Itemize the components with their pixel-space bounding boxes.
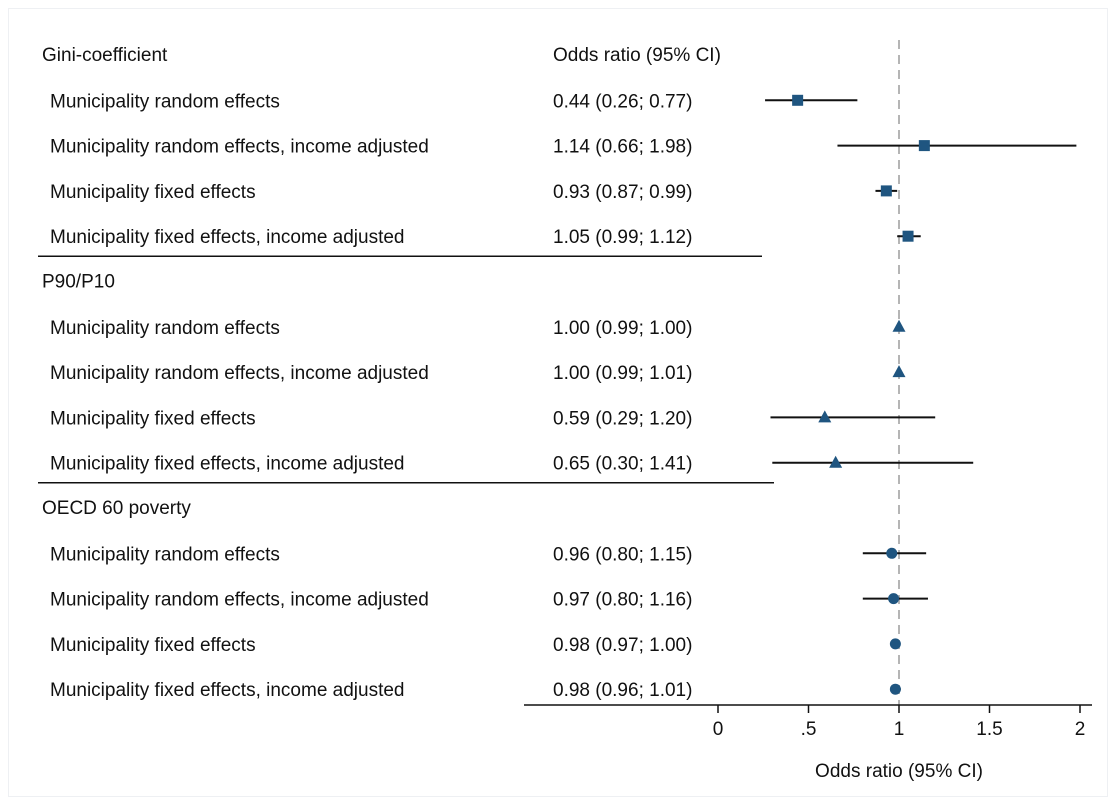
row-value-text: 0.44 (0.26; 0.77) — [553, 91, 692, 112]
row-value-text: 1.05 (0.99; 1.12) — [553, 227, 692, 248]
row-label: Municipality fixed effects, income adjus… — [50, 680, 405, 701]
point-marker-triangle — [892, 319, 906, 332]
point-marker-square — [902, 230, 914, 242]
row-label: Municipality fixed effects — [50, 635, 256, 656]
row-value-text: 0.65 (0.30; 1.41) — [553, 454, 692, 475]
chart-frame — [8, 8, 1108, 797]
row-label: Municipality random effects, income adju… — [50, 137, 429, 158]
row-value-text: 0.98 (0.97; 1.00) — [553, 635, 692, 656]
point-marker-square — [880, 185, 892, 197]
point-marker-circle — [888, 593, 900, 605]
row-label: Municipality random effects, income adju… — [50, 363, 429, 384]
row-value-text: 0.93 (0.87; 0.99) — [553, 182, 692, 203]
point-marker-square — [792, 94, 804, 106]
point-marker-circle — [889, 683, 901, 695]
x-tick-label: 2 — [1075, 719, 1086, 740]
point-marker-square — [918, 140, 930, 152]
row-label: Municipality fixed effects, income adjus… — [50, 227, 405, 248]
row-value-text: 1.14 (0.66; 1.98) — [553, 137, 692, 158]
row-value-text: 0.96 (0.80; 1.15) — [553, 544, 692, 565]
point-marker-triangle — [892, 365, 906, 378]
row-value-text: 0.98 (0.96; 1.01) — [553, 680, 692, 701]
row-label: Municipality random effects — [50, 91, 280, 112]
row-value-text: 0.59 (0.29; 1.20) — [553, 408, 692, 429]
x-axis-title: Odds ratio (95% CI) — [815, 761, 983, 782]
group-label: OECD 60 poverty — [42, 498, 191, 519]
row-label: Municipality fixed effects, income adjus… — [50, 454, 405, 475]
group-label: Gini-coefficient — [42, 45, 168, 66]
row-label: Municipality random effects — [50, 544, 280, 565]
row-value-text: 0.97 (0.80; 1.16) — [553, 590, 692, 611]
x-tick-label: 1 — [894, 719, 905, 740]
point-marker-circle — [886, 547, 898, 559]
row-label: Municipality fixed effects — [50, 182, 256, 203]
row-value-text: 1.00 (0.99; 1.00) — [553, 318, 692, 339]
x-tick-label: 1.5 — [976, 719, 1002, 740]
row-label: Municipality fixed effects — [50, 408, 256, 429]
point-marker-triangle — [829, 455, 843, 468]
row-value-text: 1.00 (0.99; 1.01) — [553, 363, 692, 384]
point-marker-triangle — [818, 410, 832, 423]
x-tick-label: 0 — [713, 719, 724, 740]
column-header: Odds ratio (95% CI) — [553, 45, 721, 66]
group-label: P90/P10 — [42, 272, 115, 293]
x-tick-label: .5 — [801, 719, 817, 740]
row-label: Municipality random effects — [50, 318, 280, 339]
point-marker-circle — [889, 638, 901, 650]
row-label: Municipality random effects, income adju… — [50, 590, 429, 611]
